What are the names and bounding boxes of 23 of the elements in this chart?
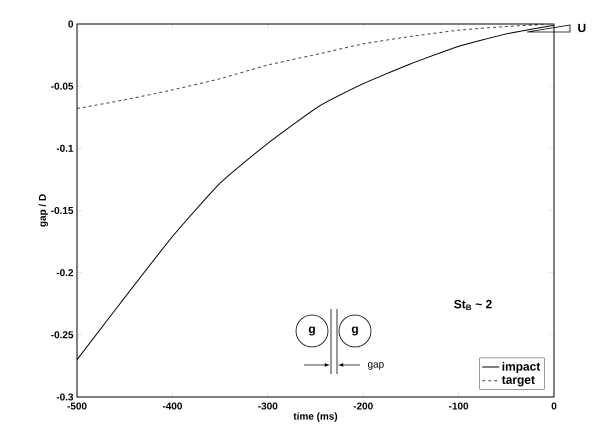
legend-label: target: [502, 376, 535, 386]
line-series: [76, 23, 554, 110]
text: U: [578, 24, 586, 32]
annotation: St$_{B}$ ~ 2: [454, 300, 492, 310]
annotation: gap: [368, 362, 384, 370]
x-tick-label: -200: [354, 402, 373, 410]
y-tick-label: -0.25: [51, 331, 74, 338]
y-tick-label: -0.15: [51, 206, 74, 214]
x-tick-label: 0: [552, 402, 556, 410]
x-tick-label: -500: [67, 402, 87, 410]
x-tick-label: -400: [162, 402, 182, 410]
x-tick-label: -300: [258, 402, 278, 410]
annotation: g: [352, 326, 358, 336]
y-axis-title: gap / D: [38, 194, 48, 227]
x-tick-label: -100: [449, 402, 468, 410]
legend-label: impact: [502, 362, 540, 374]
y-tick-label: 0: [68, 20, 74, 28]
x-axis-title: time (ms): [293, 412, 338, 422]
annotation: g: [308, 326, 315, 336]
y-tick-label: -0.3: [56, 393, 74, 401]
y-tick-label: -0.05: [51, 82, 74, 90]
y-tick-label: -0.1: [56, 144, 74, 152]
y-tick-label: -0.2: [56, 269, 74, 276]
